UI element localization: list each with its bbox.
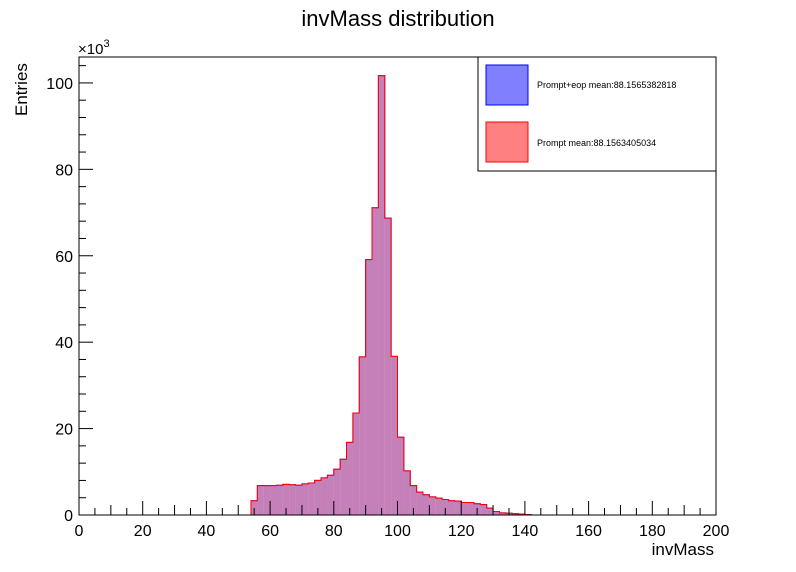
- histogram-bar: [352, 413, 360, 515]
- histogram-bar: [442, 499, 449, 515]
- x-tick-label: 180: [639, 523, 666, 540]
- histogram-bar: [378, 75, 385, 515]
- histogram-bar: [499, 512, 506, 515]
- histogram-bar: [250, 500, 258, 515]
- histogram-bar: [327, 475, 334, 515]
- histogram-bar: [276, 485, 283, 515]
- x-tick-label: 40: [198, 523, 216, 540]
- x-tick-label: 0: [75, 523, 84, 540]
- x-tick-label: 120: [448, 523, 475, 540]
- histogram-bar: [480, 504, 487, 515]
- histogram-bar: [346, 442, 353, 515]
- x-axis: 0 20 40 60 80 100 120 140 160 180 200: [75, 501, 730, 540]
- chart-title: invMass distribution: [301, 6, 494, 31]
- histogram-bar: [403, 470, 411, 515]
- legend-label-prompt-eop: Prompt+eop mean:88.1565382818: [537, 80, 676, 90]
- histogram-bar: [314, 480, 322, 515]
- y-tick-label: 60: [55, 249, 73, 266]
- histogram-bar: [454, 501, 462, 515]
- x-axis-label: invMass: [652, 540, 714, 559]
- histogram-bar: [391, 356, 398, 515]
- histogram-bar: [410, 485, 417, 515]
- histogram-bar: [397, 437, 404, 515]
- histogram-bar: [493, 511, 500, 515]
- y-tick-label: 40: [55, 335, 73, 352]
- histogram-bar: [257, 485, 264, 515]
- x-tick-label: 60: [261, 523, 279, 540]
- y-axis-label: Entries: [12, 63, 31, 116]
- histogram-bar: [263, 485, 271, 515]
- histogram-bar: [384, 218, 392, 515]
- histogram-bar: [295, 485, 302, 515]
- histogram-bar: [512, 513, 519, 515]
- histogram-bar: [289, 484, 296, 515]
- histogram-bar: [461, 502, 468, 515]
- legend-swatch-prompt: [485, 121, 529, 163]
- histogram-bar: [467, 502, 474, 515]
- histogram-bar: [333, 469, 341, 515]
- y-multiplier: ×103: [78, 38, 110, 58]
- histogram-bar: [486, 508, 494, 515]
- y-tick-label: 0: [64, 508, 73, 525]
- histogram-bar: [448, 500, 455, 515]
- y-tick-label: 80: [55, 162, 73, 179]
- histogram-bar: [359, 356, 366, 515]
- x-tick-label: 80: [325, 523, 343, 540]
- histogram-bar: [435, 498, 443, 515]
- x-tick-label: 140: [512, 523, 539, 540]
- y-tick-label: 100: [46, 76, 73, 93]
- histogram-bar: [321, 477, 328, 515]
- x-tick-label: 100: [384, 523, 411, 540]
- x-tick-label: 20: [134, 523, 152, 540]
- histogram-bar: [365, 259, 373, 515]
- x-tick-label: 160: [575, 523, 602, 540]
- histogram-bar: [340, 459, 347, 515]
- y-tick-label: 20: [55, 422, 73, 439]
- histogram-bar: [429, 496, 436, 515]
- legend-swatch-prompt-eop: [485, 64, 529, 106]
- histogram-bar: [308, 483, 315, 515]
- y-axis: 0 20 40 60 80 100: [46, 65, 93, 525]
- legend: Prompt+eop mean:88.1565382818 Prompt mea…: [477, 56, 717, 172]
- histogram-bar: [282, 484, 290, 515]
- legend-label-prompt: Prompt mean:88.1563405034: [537, 138, 656, 148]
- histogram-bar: [270, 485, 277, 515]
- histogram-bar: [422, 494, 430, 515]
- histogram-bar: [301, 483, 309, 515]
- x-tick-label: 200: [703, 523, 730, 540]
- histogram-bar: [416, 492, 423, 515]
- histogram-bar: [372, 207, 379, 515]
